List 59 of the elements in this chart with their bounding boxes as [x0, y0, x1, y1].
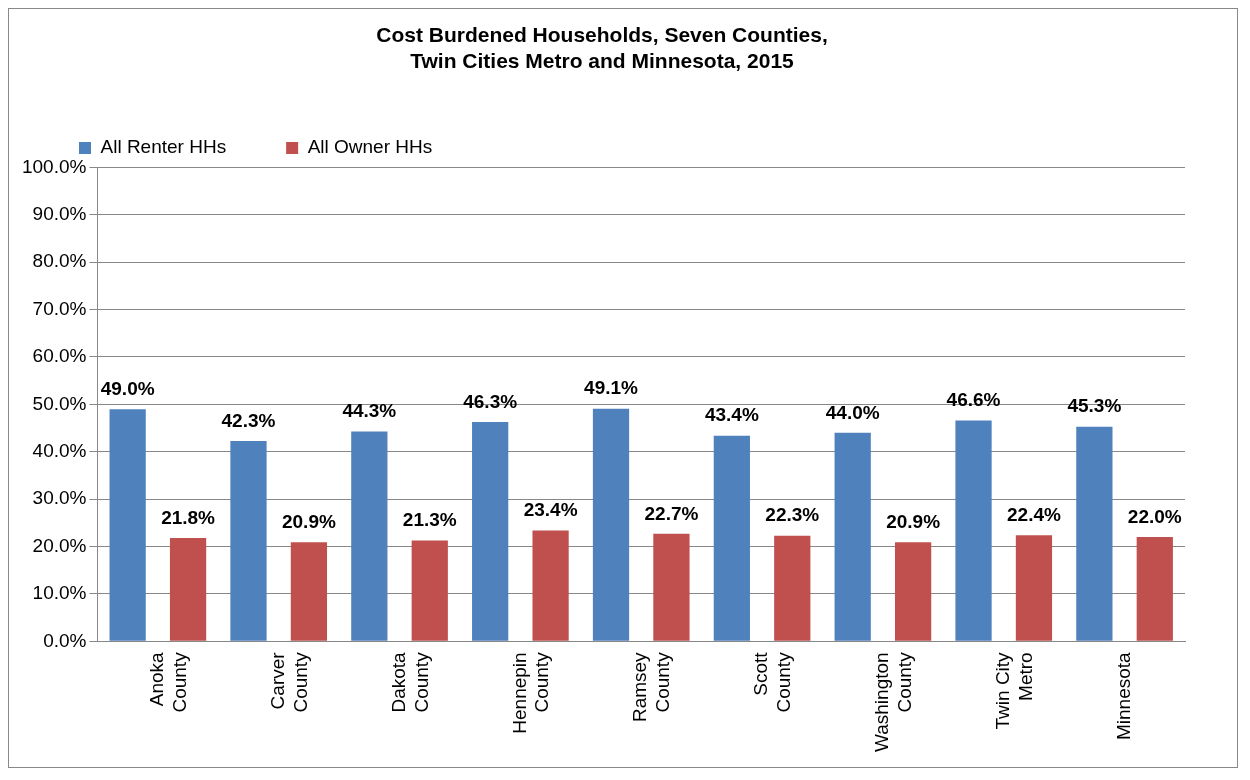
y-tick-label: 100.0%	[21, 155, 87, 177]
data-label: 20.9%	[281, 511, 336, 533]
x-tick-label: Ramsey County	[629, 651, 674, 723]
bar	[1076, 426, 1113, 641]
data-label: 21.8%	[161, 506, 216, 528]
y-tick-label: 40.0%	[32, 440, 87, 462]
y-tick-label: 0.0%	[43, 629, 87, 651]
data-label: 22.0%	[1127, 505, 1182, 527]
chart-title: Cost Burdened Households, Seven Counties, Twin Cities Metro and Minnesota, 2015	[376, 23, 828, 72]
data-label: 46.3%	[463, 390, 518, 412]
data-label: 43.4%	[704, 404, 759, 426]
data-label: 44.3%	[342, 400, 397, 422]
data-label: 22.7%	[644, 502, 699, 524]
bar	[1136, 537, 1173, 641]
x-tick-label: Hennepin County	[508, 651, 553, 734]
bar	[955, 420, 992, 641]
data-label: 49.1%	[584, 377, 639, 399]
bar	[351, 431, 388, 641]
bar	[774, 535, 811, 641]
bar	[713, 435, 750, 641]
data-label: 22.4%	[1007, 503, 1061, 525]
legend-label: All Renter HHs	[100, 136, 227, 158]
x-tick-label: Twin City Metro	[991, 651, 1036, 730]
y-tick-label: 80.0%	[32, 250, 87, 272]
y-tick-label: 20.0%	[32, 534, 87, 556]
data-label: 21.3%	[402, 509, 457, 531]
y-tick-label: 70.0%	[32, 297, 87, 319]
data-label: 23.4%	[523, 499, 578, 521]
legend-label: All Owner HHs	[307, 136, 433, 158]
data-label: 20.9%	[886, 511, 941, 533]
y-tick-label: 60.0%	[32, 345, 87, 367]
x-tick-label: Carver County	[266, 651, 311, 713]
bar	[834, 432, 871, 641]
bar	[653, 533, 690, 641]
data-label: 49.0%	[100, 377, 155, 399]
bar	[592, 408, 630, 641]
bar	[1015, 535, 1053, 641]
bar	[532, 530, 569, 641]
data-label: 44.0%	[825, 401, 880, 423]
data-label: 42.3%	[221, 409, 276, 431]
x-tick-label: Dakota County	[387, 651, 432, 713]
y-tick-label: 30.0%	[32, 487, 87, 509]
y-tick-label: 10.0%	[32, 582, 87, 604]
data-label: 45.3%	[1067, 395, 1122, 417]
x-tick-label: Minnesota	[1112, 651, 1134, 741]
bar	[109, 409, 146, 641]
bar	[894, 542, 932, 641]
bar	[411, 540, 448, 641]
data-label: 22.3%	[765, 504, 820, 526]
bar	[230, 440, 267, 641]
x-tick-label: Washington County	[871, 651, 915, 753]
y-tick-label: 50.0%	[32, 392, 87, 414]
x-tick-label: Scott County	[750, 651, 795, 713]
x-tick-label: Anoka County	[146, 651, 190, 713]
data-label: 46.6%	[946, 389, 1001, 411]
y-tick-label: 90.0%	[32, 203, 87, 225]
bar	[169, 538, 207, 641]
bar	[472, 421, 509, 641]
bar	[290, 542, 328, 641]
